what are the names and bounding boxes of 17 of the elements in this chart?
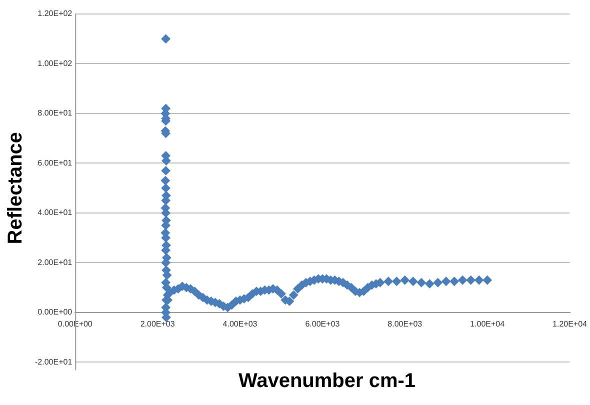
y-tick-label: 8.00E+01 — [38, 108, 73, 118]
y-tick-label: 6.00E+01 — [38, 158, 73, 168]
x-tick-label: 8.00E+03 — [388, 319, 423, 328]
y-axis-title: Reflectance — [4, 132, 27, 244]
x-tick-label: 6.00E+03 — [305, 319, 340, 328]
y-tick-label: -2.00E+01 — [35, 357, 73, 366]
y-tick-label: 2.00E+01 — [38, 258, 73, 267]
x-tick-label: 2.00E+03 — [140, 319, 176, 328]
y-tick-label: 1.20E+02 — [38, 9, 73, 18]
x-tick-label: 0.00E+00 — [58, 319, 93, 328]
x-tick-label: 4.00E+03 — [222, 319, 258, 328]
x-tick-label: 1.20E+04 — [552, 319, 588, 328]
x-tick-label: 1.00E+04 — [470, 319, 506, 328]
y-tick-label: 0.00E+00 — [38, 308, 73, 317]
y-tick-label: 4.00E+01 — [38, 208, 73, 218]
x-axis-title: Wavenumber cm-1 — [237, 370, 417, 393]
y-tick-label: 1.00E+02 — [38, 58, 73, 68]
